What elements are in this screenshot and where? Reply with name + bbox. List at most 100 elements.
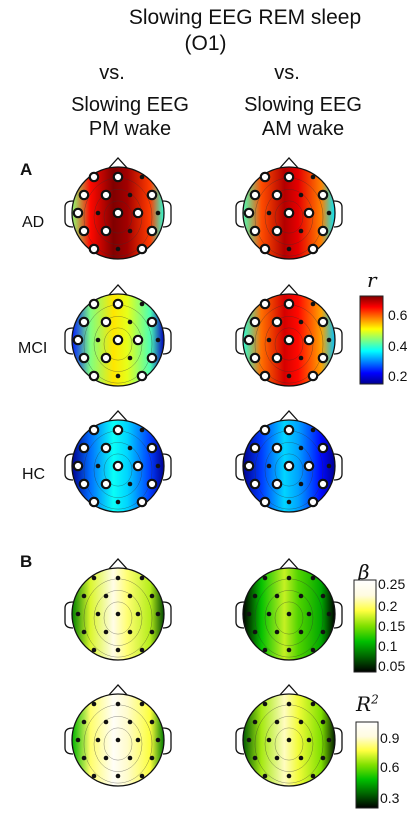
electrode-marker (139, 427, 145, 433)
electrode-significant-marker (303, 207, 315, 219)
nose-outline (278, 410, 300, 423)
electrode-marker (155, 737, 161, 743)
electrode-marker (310, 174, 316, 180)
electrode-significant-marker (243, 334, 255, 346)
electrode-marker (127, 355, 133, 361)
electrode-marker (149, 593, 155, 599)
nose-outline (278, 284, 300, 297)
colorbar-beta-tick: 0.15 (378, 618, 406, 634)
electrode-marker (115, 373, 121, 379)
electrode-significant-marker (307, 243, 319, 255)
left-ear-outline (64, 727, 74, 755)
electrode-marker (298, 192, 304, 198)
electrode-significant-marker (259, 243, 271, 255)
electrode-marker (95, 611, 101, 617)
electrode-significant-marker (78, 442, 90, 454)
scalp-outline (242, 693, 336, 787)
electrode-marker (103, 755, 109, 761)
electrode-significant-marker (271, 189, 283, 201)
right-ear-outline (162, 200, 172, 228)
right-ear-outline (162, 727, 172, 755)
electrode-significant-marker (132, 207, 144, 219)
electrode-marker (266, 611, 272, 617)
electrode-marker (103, 593, 109, 599)
electrode-significant-marker (112, 207, 124, 219)
electrode-marker (286, 611, 292, 617)
electrode-significant-marker (243, 460, 255, 472)
electrode-marker (91, 773, 97, 779)
electrode-marker (139, 575, 145, 581)
electrode-significant-marker (259, 298, 271, 310)
electrode-significant-marker (243, 207, 255, 219)
left-ear-outline (235, 200, 245, 228)
electrode-marker (115, 773, 121, 779)
electrode-significant-marker (283, 334, 295, 346)
scalp-outline (242, 166, 336, 260)
contour-line (103, 601, 133, 635)
electrode-marker (75, 611, 81, 617)
electrode-significant-marker (271, 352, 283, 364)
electrode-marker (310, 773, 316, 779)
contour-line (274, 601, 304, 635)
scalp-topography (235, 157, 343, 260)
electrode-marker (274, 629, 280, 635)
electrode-marker (95, 463, 101, 469)
electrode-significant-marker (100, 225, 112, 237)
scalp-outline (242, 419, 336, 513)
electrode-marker (149, 755, 155, 761)
electrode-marker (298, 481, 304, 487)
scalp-outline (71, 693, 165, 787)
electrode-significant-marker (136, 370, 148, 382)
electrode-marker (115, 737, 121, 743)
electrode-marker (115, 647, 121, 653)
figure-title-line1: Slowing EEG REM sleep (128, 6, 362, 29)
nose-outline (107, 410, 129, 423)
contour-line (274, 200, 304, 234)
electrode-marker (298, 228, 304, 234)
electrode-marker (127, 629, 133, 635)
electrode-significant-marker (259, 370, 271, 382)
electrode-marker (155, 210, 161, 216)
scalp-topography (64, 410, 172, 513)
colorbar-beta-tick: 0.05 (378, 658, 406, 674)
contour-line (274, 727, 304, 761)
electrode-marker (252, 629, 258, 635)
colorbar-beta-tick: 0.1 (378, 638, 398, 654)
electrode-marker (298, 629, 304, 635)
electrode-marker (139, 773, 145, 779)
colorbar-r-tick: 0.6 (388, 307, 408, 323)
electrode-significant-marker (303, 460, 315, 472)
contour-line (103, 727, 133, 761)
electrode-marker (286, 373, 292, 379)
electrode-significant-marker (112, 171, 124, 183)
electrode-marker (81, 593, 87, 599)
scalp-topography (64, 284, 172, 387)
electrode-marker (326, 463, 332, 469)
electrode-significant-marker (249, 442, 261, 454)
electrode-significant-marker (271, 225, 283, 237)
electrode-marker (320, 629, 326, 635)
panel-a-label: A (20, 160, 33, 179)
colorbar-r-symbol: r (367, 268, 377, 292)
contour-line (264, 189, 314, 245)
scalp-topography (235, 558, 343, 661)
contour-line (93, 716, 143, 772)
electrode-significant-marker (146, 352, 158, 364)
electrode-marker (127, 755, 133, 761)
contour-line (103, 200, 133, 234)
electrode-marker (286, 499, 292, 505)
electrode-marker (266, 210, 272, 216)
electrode-marker (81, 629, 87, 635)
right-ear-outline (333, 601, 343, 629)
electrode-significant-marker (146, 316, 158, 328)
electrode-significant-marker (283, 207, 295, 219)
electrode-marker (149, 629, 155, 635)
row-label-mci: MCI (18, 340, 48, 357)
electrode-significant-marker (132, 460, 144, 472)
electrode-significant-marker (72, 207, 84, 219)
electrode-significant-marker (88, 171, 100, 183)
colorbar-beta-tick: 0.25 (378, 576, 406, 592)
electrode-marker (139, 301, 145, 307)
right-ear-outline (333, 727, 343, 755)
row-label-hc: HC (22, 466, 46, 483)
